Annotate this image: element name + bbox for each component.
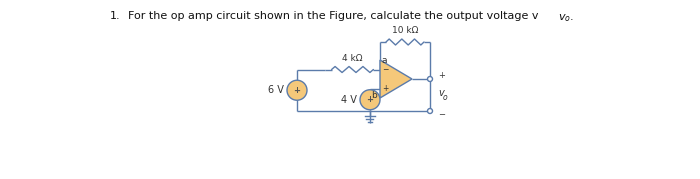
Text: +: + xyxy=(438,71,445,79)
Text: o: o xyxy=(443,93,447,101)
Circle shape xyxy=(360,90,380,110)
Text: 4 V: 4 V xyxy=(341,95,357,105)
Text: b: b xyxy=(371,91,377,100)
Text: +: + xyxy=(293,86,300,95)
Text: 4 kΩ: 4 kΩ xyxy=(342,54,363,62)
Text: $v_{o}.$: $v_{o}.$ xyxy=(558,12,574,24)
Circle shape xyxy=(428,76,433,81)
Text: +: + xyxy=(382,84,388,93)
Text: 6 V: 6 V xyxy=(268,85,284,95)
Text: 10 kΩ: 10 kΩ xyxy=(392,26,418,35)
Circle shape xyxy=(287,80,307,100)
Text: −: − xyxy=(382,65,388,74)
Text: 1.: 1. xyxy=(110,11,120,21)
Text: −: − xyxy=(438,110,445,120)
Text: v: v xyxy=(438,88,444,98)
Text: a: a xyxy=(382,55,388,64)
Polygon shape xyxy=(380,60,412,98)
Circle shape xyxy=(428,108,433,113)
Text: +: + xyxy=(367,95,374,104)
Text: For the op amp circuit shown in the Figure, calculate the output voltage v: For the op amp circuit shown in the Figu… xyxy=(128,11,538,21)
